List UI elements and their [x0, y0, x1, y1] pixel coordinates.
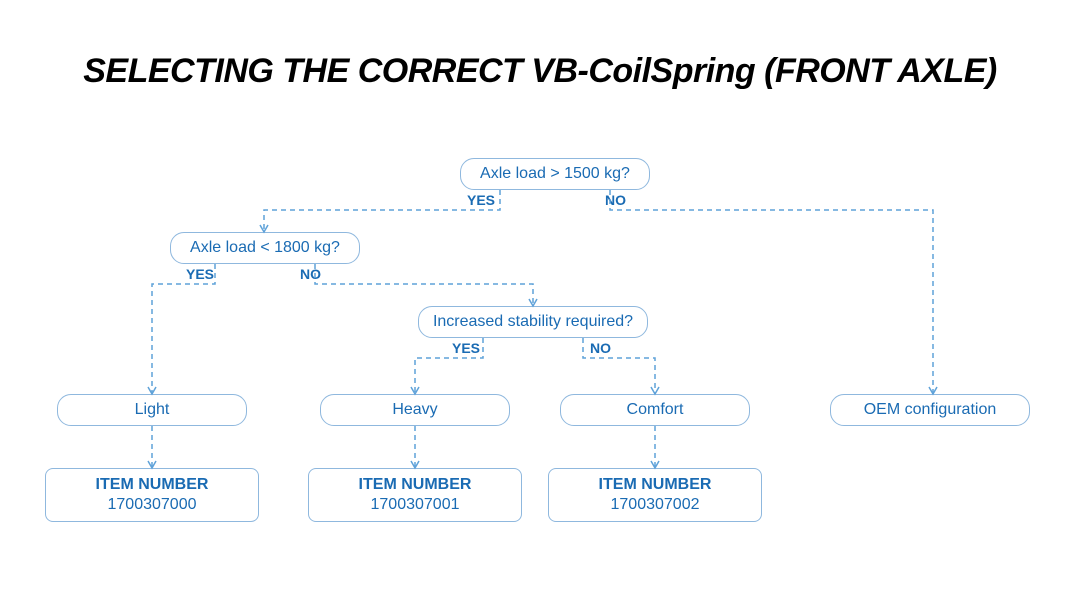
node-label: Comfort — [627, 401, 684, 419]
item-number-heavy: ITEM NUMBER 1700307001 — [308, 468, 522, 522]
node-label: OEM configuration — [864, 401, 997, 419]
page-title: SELECTING THE CORRECT VB-CoilSpring (FRO… — [0, 52, 1080, 91]
node-label: Heavy — [392, 401, 437, 419]
result-comfort: Comfort — [560, 394, 750, 426]
edge-label-no: NO — [605, 192, 626, 208]
item-number: 1700307000 — [108, 495, 197, 515]
edge-label-yes: YES — [186, 266, 214, 282]
edge-label-no: NO — [300, 266, 321, 282]
decision-stability: Increased stability required? — [418, 306, 648, 338]
node-label: Increased stability required? — [433, 313, 633, 331]
edge-label-no: NO — [590, 340, 611, 356]
item-label: ITEM NUMBER — [96, 475, 209, 495]
edge-label-yes: YES — [467, 192, 495, 208]
item-number-light: ITEM NUMBER 1700307000 — [45, 468, 259, 522]
node-label: Axle load > 1500 kg? — [480, 165, 630, 183]
item-number-comfort: ITEM NUMBER 1700307002 — [548, 468, 762, 522]
item-label: ITEM NUMBER — [359, 475, 472, 495]
result-light: Light — [57, 394, 247, 426]
item-number: 1700307002 — [611, 495, 700, 515]
item-label: ITEM NUMBER — [599, 475, 712, 495]
decision-axle-load-1800: Axle load < 1800 kg? — [170, 232, 360, 264]
decision-axle-load-1500: Axle load > 1500 kg? — [460, 158, 650, 190]
result-oem: OEM configuration — [830, 394, 1030, 426]
result-heavy: Heavy — [320, 394, 510, 426]
edge-label-yes: YES — [452, 340, 480, 356]
item-number: 1700307001 — [371, 495, 460, 515]
node-label: Light — [135, 401, 170, 419]
node-label: Axle load < 1800 kg? — [190, 239, 340, 257]
